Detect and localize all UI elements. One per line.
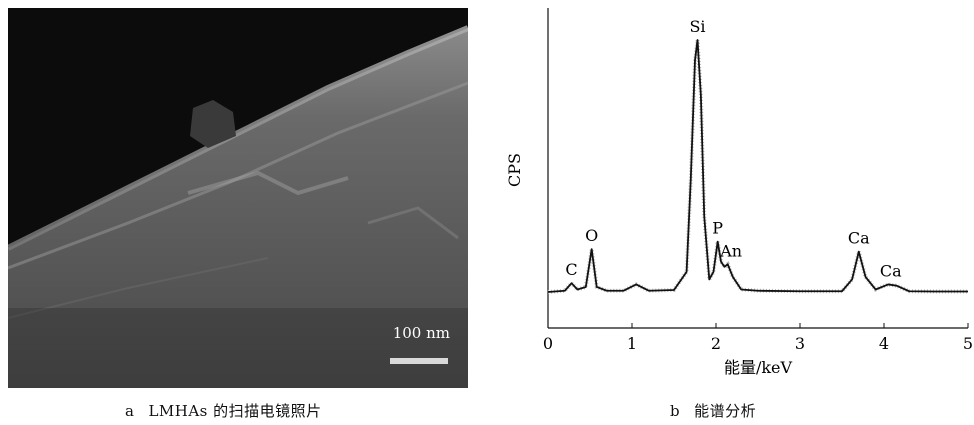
spectrum-noise bbox=[547, 39, 968, 294]
x-tick-label: 5 bbox=[963, 334, 973, 353]
x-tick-label: 1 bbox=[627, 334, 637, 353]
spectrum-line bbox=[547, 39, 968, 293]
scale-bar-label: 100 nm bbox=[392, 324, 450, 342]
peak-label: Ca bbox=[848, 229, 870, 248]
sem-image: 100 nm bbox=[8, 8, 468, 388]
x-tick-label: 4 bbox=[879, 334, 889, 353]
peak-label: Ca bbox=[880, 261, 902, 280]
y-axis-label: CPS bbox=[505, 153, 524, 187]
caption-a-letter: a bbox=[125, 402, 135, 420]
peak-label: O bbox=[585, 226, 598, 245]
sem-texture bbox=[8, 8, 468, 388]
x-tick-label: 3 bbox=[795, 334, 805, 353]
caption-b: b 能谱分析 bbox=[670, 400, 756, 421]
series-layer bbox=[547, 39, 968, 294]
peak-label: P bbox=[712, 219, 723, 238]
x-tick-label: 2 bbox=[711, 334, 721, 353]
x-ticks: 0 1 2 3 4 5 bbox=[543, 323, 973, 353]
x-tick-label: 0 bbox=[543, 334, 553, 353]
annotations-layer: Si OC P An Ca Ca bbox=[565, 17, 902, 280]
caption-b-text: 能谱分析 bbox=[694, 402, 757, 420]
peak-label: C bbox=[565, 260, 577, 279]
x-axis-label: 能量/keV bbox=[724, 358, 793, 377]
caption-a-text: LMHAs 的扫描电镜照片 bbox=[148, 402, 322, 420]
scale-bar bbox=[390, 358, 448, 364]
peak-label: Si bbox=[689, 17, 705, 36]
eds-chart: 0 1 2 3 4 5 CPS 能量/keV Si OC P An Ca Ca bbox=[505, 8, 973, 377]
peak-label: An bbox=[719, 241, 742, 260]
caption-a: a LMHAs 的扫描电镜照片 bbox=[125, 400, 322, 421]
caption-b-letter: b bbox=[670, 402, 681, 420]
